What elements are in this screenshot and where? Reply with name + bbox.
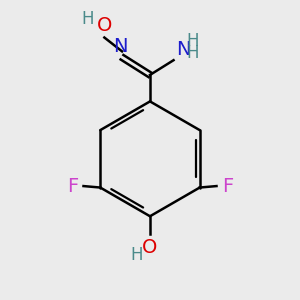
Text: F: F	[67, 177, 78, 196]
Text: N: N	[113, 37, 128, 56]
Text: H: H	[81, 10, 94, 28]
Text: H: H	[130, 246, 143, 264]
Text: H: H	[187, 32, 199, 50]
Text: O: O	[142, 238, 158, 257]
Text: H: H	[187, 44, 199, 62]
Text: O: O	[97, 16, 112, 35]
Text: N: N	[176, 40, 190, 59]
Text: F: F	[222, 177, 233, 196]
